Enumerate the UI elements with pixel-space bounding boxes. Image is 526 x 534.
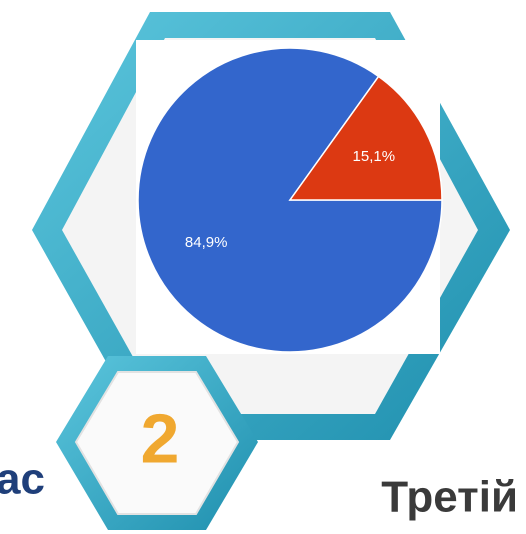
pie: 84,9% 15,1% [138, 48, 442, 352]
left-text: ас [0, 455, 45, 504]
badge-number: 2 [141, 399, 180, 477]
infographic: 84,9% 15,1% 2 ас Третій [0, 0, 526, 534]
slice-label: 15,1% [353, 148, 396, 165]
right-text: Третій [381, 473, 518, 522]
slice-label: 84,9% [185, 234, 228, 251]
